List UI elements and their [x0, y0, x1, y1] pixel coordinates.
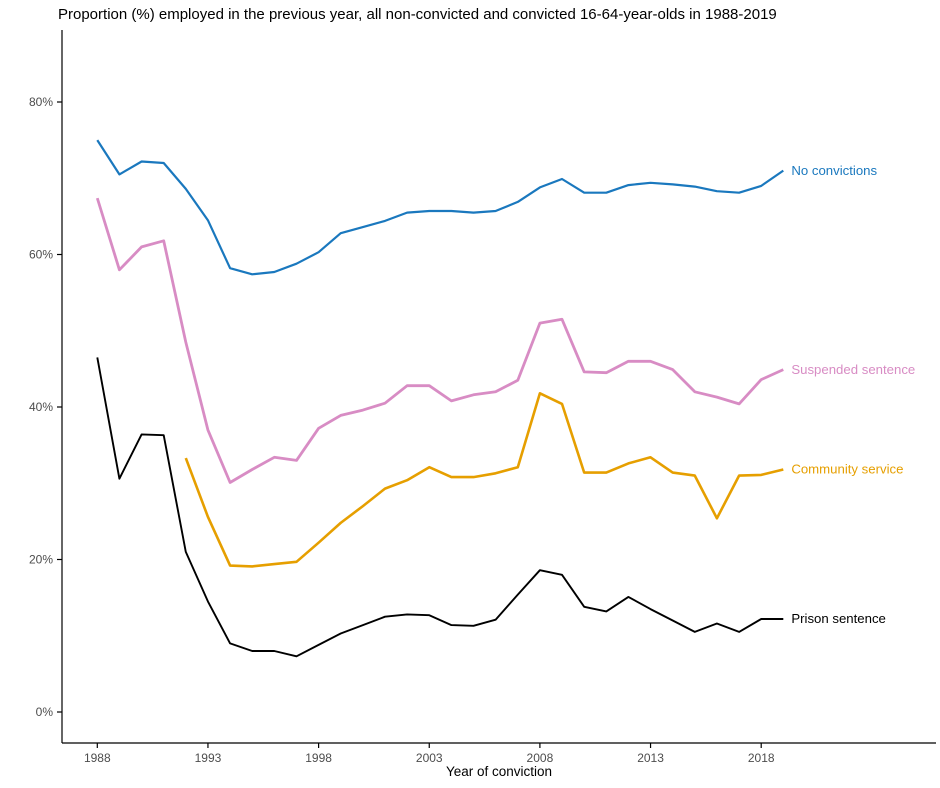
x-tick-label: 1998	[305, 751, 332, 765]
series-label-prison-sentence: Prison sentence	[791, 611, 886, 626]
x-tick-label: 2003	[416, 751, 443, 765]
series-label-no-convictions: No convictions	[791, 163, 877, 178]
y-tick-label: 40%	[29, 400, 53, 414]
series-line-no-convictions	[96, 139, 784, 276]
x-tick-label: 2018	[748, 751, 775, 765]
x-tick-label: 2013	[637, 751, 664, 765]
y-tick-label: 80%	[29, 95, 53, 109]
x-tick-label: 1993	[195, 751, 222, 765]
series-label-community-service: Community service	[791, 462, 903, 477]
x-tick-label: 1988	[84, 751, 111, 765]
x-axis-title: Year of conviction	[445, 764, 553, 779]
series-label-suspended-sentence: Suspended sentence	[791, 362, 915, 377]
series-line-prison-sentence	[96, 357, 784, 658]
y-tick-label: 0%	[36, 705, 54, 719]
series-line-community-service	[184, 391, 784, 568]
chart-title: Proportion (%) employed in the previous …	[58, 6, 777, 23]
y-tick-label: 60%	[29, 248, 53, 262]
x-tick-label: 2008	[527, 751, 554, 765]
series-line-suspended-sentence	[95, 197, 784, 484]
y-tick-label: 20%	[29, 553, 53, 567]
